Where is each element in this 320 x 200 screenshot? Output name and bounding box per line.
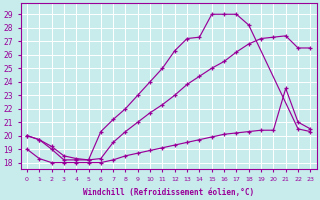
X-axis label: Windchill (Refroidissement éolien,°C): Windchill (Refroidissement éolien,°C) — [83, 188, 254, 197]
